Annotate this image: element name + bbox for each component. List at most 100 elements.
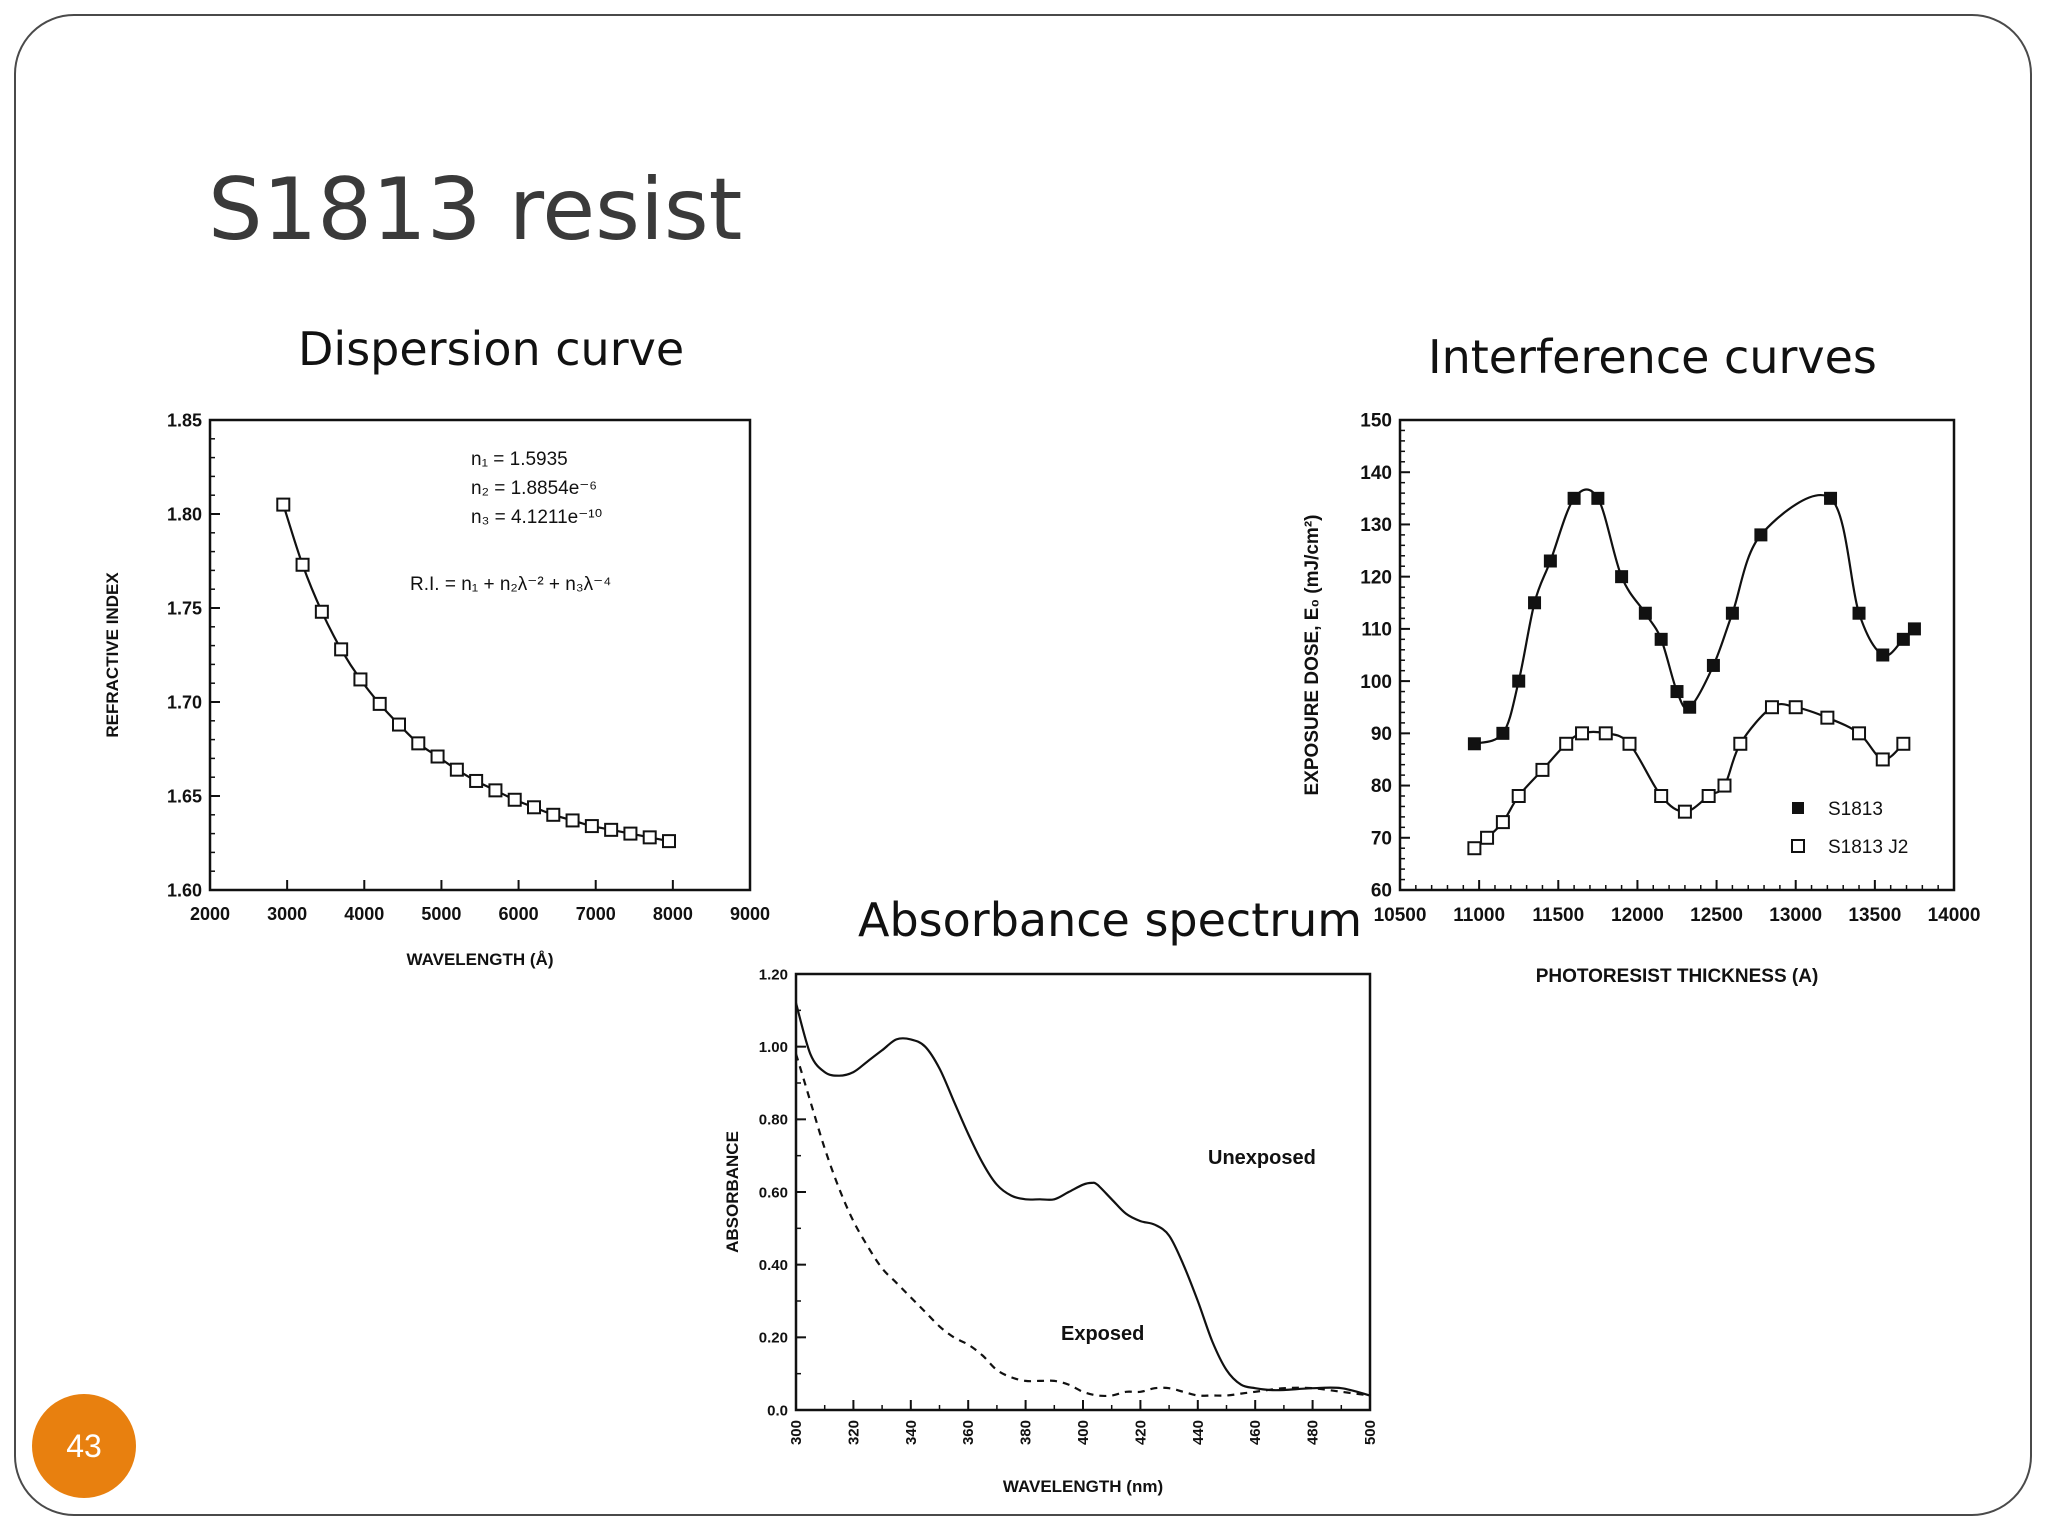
y-tick-label: 1.85	[167, 410, 202, 430]
legend-label-s1813: S1813	[1828, 799, 1883, 820]
y-tick-label: 90	[1371, 724, 1392, 745]
x-tick-label: 360	[960, 1420, 977, 1445]
x-tick-label: 460	[1247, 1420, 1264, 1445]
interference-point-s1813-j2	[1764, 700, 1779, 715]
plot-frame	[208, 418, 752, 892]
annotation-n2: n₂ = 1.8854e⁻⁶	[471, 478, 597, 499]
y-tick-label: 1.20	[759, 966, 788, 983]
y-tick-label: 120	[1360, 567, 1392, 588]
interference-point-s1813	[1567, 491, 1581, 505]
x-axis-label: PHOTORESIST THICKNESS (A)	[1536, 966, 1819, 987]
interference-point-s1813-j2	[1575, 726, 1590, 741]
label-exposed: Exposed	[1061, 1323, 1144, 1345]
y-axis-label: REFRACTIVE INDEX	[103, 572, 122, 738]
interference-point-s1813	[1543, 554, 1557, 568]
dispersion-data-point	[565, 813, 580, 828]
interference-point-s1813-j2	[1701, 789, 1716, 803]
dispersion-data-point	[584, 819, 599, 834]
dispersion-data-point	[411, 736, 426, 751]
y-tick-label: 0.0	[767, 1402, 788, 1419]
dispersion-chart: 2000 3000 4000 5000 6000 7000 8000 9000 1.60 1.65…	[103, 410, 770, 969]
y-tick-label: 150	[1360, 411, 1392, 432]
x-tick-label: 8000	[653, 904, 693, 924]
x-tick-label: 10500	[1374, 905, 1427, 926]
x-tick-label: 6000	[499, 904, 539, 924]
label-unexposed: Unexposed	[1208, 1147, 1316, 1169]
interference-point-s1813	[1496, 726, 1510, 740]
x-tick-label: 300	[788, 1420, 805, 1445]
interference-point-s1813-j2	[1733, 736, 1748, 751]
x-tick-label: 11000	[1453, 905, 1505, 926]
interference-point-s1813	[1706, 658, 1720, 672]
exposed-curve	[794, 1053, 1371, 1398]
dispersion-data-point	[469, 773, 484, 788]
x-tick-label: 9000	[730, 904, 770, 924]
dispersion-data-point	[449, 762, 464, 777]
page-number-badge: 43	[32, 1394, 136, 1498]
y-tick-label: 0.20	[759, 1330, 788, 1347]
x-tick-label: 14000	[1928, 905, 1981, 926]
x-tick-label: 440	[1190, 1420, 1207, 1445]
dispersion-data-point	[662, 834, 676, 849]
interference-point-s1813-j2	[1677, 804, 1692, 819]
interference-point-s1813	[1467, 737, 1481, 751]
dispersion-data-point	[546, 807, 561, 822]
y-tick-label: 130	[1360, 515, 1392, 536]
x-axis-label: WAVELENGTH (Å)	[406, 950, 553, 969]
y-tick-label: 1.75	[167, 598, 202, 618]
y-tick-label: 1.80	[167, 504, 202, 524]
interference-point-s1813-j2	[1622, 736, 1637, 751]
interference-point-s1813	[1670, 685, 1684, 699]
dispersion-data-point	[507, 792, 522, 807]
interference-series-line	[1474, 488, 1916, 745]
interference-point-s1813-j2	[1559, 736, 1574, 751]
x-tick-label: 13500	[1848, 905, 1901, 926]
absorbance-chart: 300 320 340 360 380 400 420 440 460 480 500 0.0 0.20…	[723, 966, 1379, 1496]
x-tick-label: 5000	[421, 904, 461, 924]
interference-point-s1813-j2	[1654, 789, 1669, 803]
dispersion-data-point	[353, 672, 368, 687]
dispersion-data-point	[642, 830, 657, 845]
interference-point-s1813	[1615, 570, 1629, 584]
dispersion-data-point	[392, 717, 406, 732]
y-tick-label: 1.00	[759, 1039, 788, 1056]
y-tick-label: 0.40	[759, 1257, 788, 1274]
x-tick-label: 2000	[190, 904, 230, 924]
absorbance-caption: Absorbance spectrum	[858, 893, 1363, 947]
x-tick-label: 480	[1305, 1420, 1322, 1445]
y-tick-label: 60	[1371, 881, 1392, 902]
interference-point-s1813	[1852, 606, 1866, 620]
dispersion-data-point	[276, 497, 291, 512]
x-tick-label: 12500	[1690, 905, 1743, 926]
x-tick-label: 12000	[1611, 905, 1664, 926]
dispersion-data-point	[527, 800, 541, 815]
interference-point-s1813-j2	[1852, 726, 1867, 741]
interference-point-s1813-j2	[1480, 830, 1495, 845]
y-tick-label: 140	[1360, 463, 1392, 484]
interference-point-s1813-j2	[1788, 700, 1803, 715]
dispersion-data-point	[488, 783, 503, 798]
legend-marker-s1813-j2	[1791, 839, 1805, 853]
interference-point-s1813-j2	[1535, 762, 1550, 777]
interference-point-s1813	[1725, 606, 1739, 620]
x-tick-label: 320	[845, 1420, 862, 1445]
y-tick-label: 1.70	[167, 692, 202, 712]
interference-point-s1813	[1876, 648, 1890, 662]
x-axis-label: WAVELENGTH (nm)	[1003, 1477, 1163, 1496]
interference-point-s1813	[1512, 674, 1526, 688]
interference-point-s1813-j2	[1598, 726, 1613, 741]
interference-point-s1813-j2	[1511, 789, 1526, 803]
annotation-n3: n₃ = 4.1211e⁻¹⁰	[471, 507, 602, 528]
interference-point-s1813-j2	[1875, 752, 1890, 767]
interference-chart: 10500 11000 11500 12000 12500 13000 13500 14000…	[1302, 411, 1981, 987]
x-tick-label: 3000	[267, 904, 307, 924]
slide-frame	[14, 14, 2032, 1516]
interference-point-s1813-j2	[1896, 736, 1911, 751]
interference-point-s1813-j2	[1820, 710, 1835, 725]
y-tick-label: 80	[1371, 776, 1392, 797]
x-tick-label: 380	[1018, 1420, 1035, 1445]
y-tick-label: 110	[1361, 620, 1392, 641]
x-tick-label: 4000	[344, 904, 384, 924]
legend-marker-s1813	[1792, 802, 1804, 814]
y-axis-label: EXPOSURE DOSE, E₀ (mJ/cm²)	[1302, 515, 1323, 796]
